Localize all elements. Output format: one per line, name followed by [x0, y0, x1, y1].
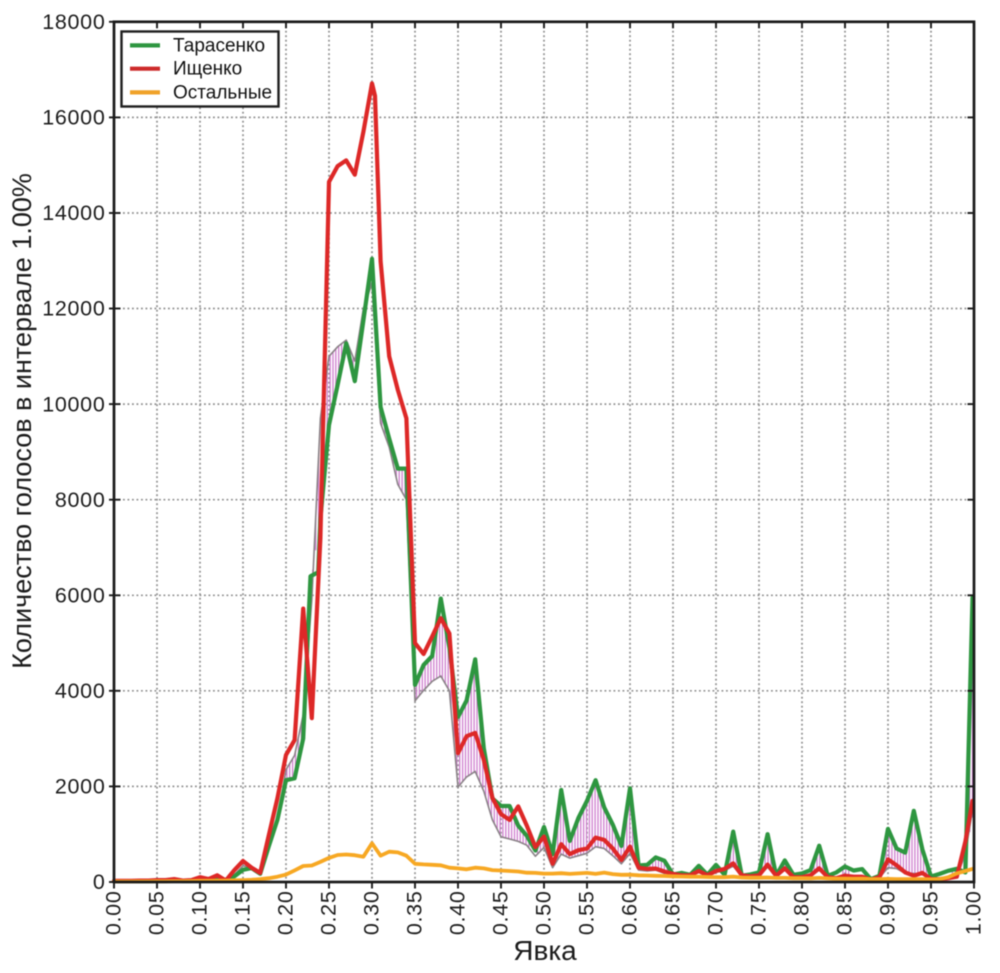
svg-text:18000: 18000 [42, 10, 105, 34]
svg-text:0.80: 0.80 [790, 891, 814, 936]
svg-text:0.55: 0.55 [575, 891, 599, 936]
svg-text:0.45: 0.45 [489, 891, 513, 936]
svg-text:2000: 2000 [55, 775, 106, 799]
svg-text:6000: 6000 [55, 584, 106, 608]
svg-text:0.60: 0.60 [618, 891, 642, 936]
svg-text:0.05: 0.05 [145, 891, 169, 936]
svg-text:0.90: 0.90 [876, 891, 900, 936]
svg-text:0.40: 0.40 [446, 891, 470, 936]
svg-text:0.75: 0.75 [747, 891, 771, 936]
svg-text:0.10: 0.10 [188, 891, 212, 936]
svg-text:0.20: 0.20 [274, 891, 298, 936]
svg-text:Ищенко: Ищенко [173, 59, 242, 80]
svg-text:14000: 14000 [42, 201, 105, 225]
svg-text:0: 0 [93, 870, 106, 894]
svg-text:0.50: 0.50 [532, 891, 556, 936]
svg-text:0.30: 0.30 [360, 891, 384, 936]
svg-text:12000: 12000 [42, 297, 105, 321]
svg-text:8000: 8000 [55, 488, 106, 512]
svg-text:Явка: Явка [513, 935, 577, 966]
svg-text:16000: 16000 [42, 106, 105, 130]
svg-text:Количество голосов в интервале: Количество голосов в интервале 1.00% [7, 173, 37, 669]
svg-text:0.65: 0.65 [661, 891, 685, 936]
svg-text:0.25: 0.25 [317, 891, 341, 936]
svg-text:10000: 10000 [42, 392, 105, 416]
svg-text:0.35: 0.35 [403, 891, 427, 936]
svg-text:0.85: 0.85 [833, 891, 857, 936]
svg-text:Тарасенко: Тарасенко [173, 35, 265, 56]
svg-text:4000: 4000 [55, 679, 106, 703]
svg-text:0.95: 0.95 [919, 891, 943, 936]
svg-text:0.00: 0.00 [102, 891, 126, 936]
svg-text:0.15: 0.15 [231, 891, 255, 936]
svg-text:0.70: 0.70 [704, 891, 728, 936]
svg-text:1.00: 1.00 [962, 891, 986, 936]
svg-text:Остальные: Остальные [173, 82, 272, 103]
